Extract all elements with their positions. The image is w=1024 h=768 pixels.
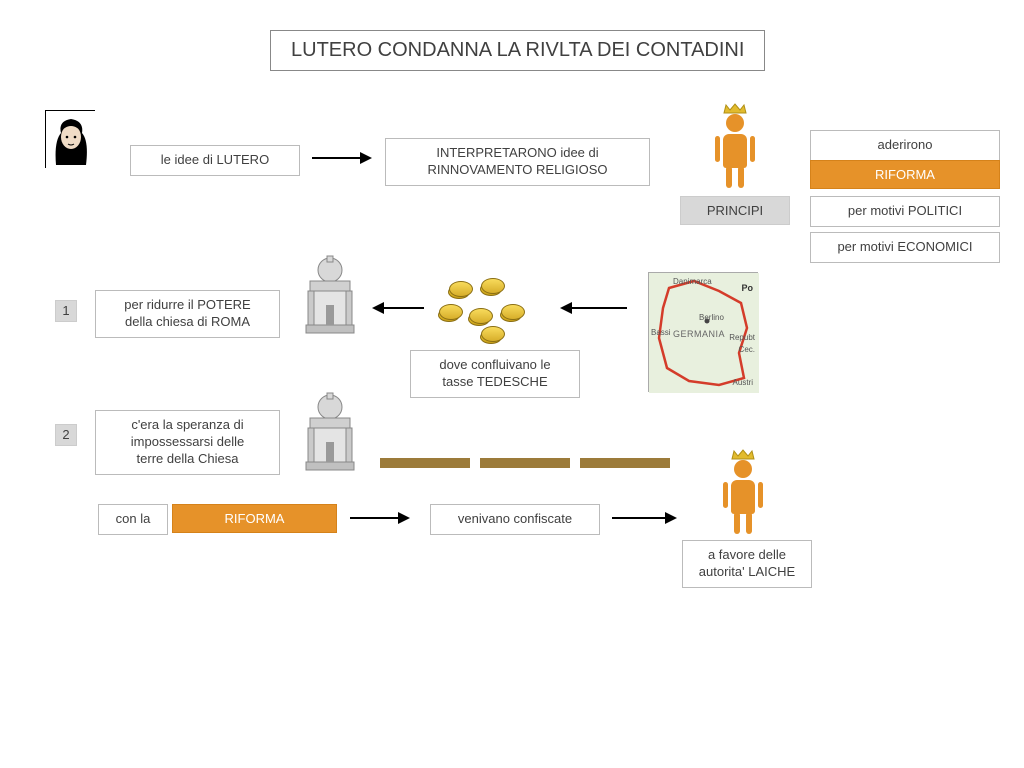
point1-box: per ridurre il POTERE della chiesa di RO… bbox=[95, 290, 280, 338]
map-label-rep: Repubt bbox=[729, 333, 755, 342]
economic-box: per motivi ECONOMICI bbox=[810, 232, 1000, 263]
map-label-dk: Danimarca bbox=[673, 277, 712, 286]
arrow-4 bbox=[350, 517, 400, 519]
land-bar-3 bbox=[580, 458, 670, 468]
land-bar-1 bbox=[380, 458, 470, 468]
arrow-2 bbox=[384, 307, 424, 309]
prince-icon-1 bbox=[710, 102, 760, 192]
church-icon-1 bbox=[300, 255, 360, 335]
with-box: con la bbox=[98, 504, 168, 535]
num-2: 2 bbox=[55, 424, 77, 446]
point2-box: c'era la speranza di impossessarsi delle… bbox=[95, 410, 280, 475]
arrow-5-head bbox=[665, 512, 677, 524]
num-1: 1 bbox=[55, 300, 77, 322]
map-label-berlin: Berlino bbox=[699, 313, 724, 322]
lay-box: a favore delle autorita' LAICHE bbox=[682, 540, 812, 588]
princes-label: PRINCIPI bbox=[680, 196, 790, 225]
map-germany: Danimarca Po Berlino Bassi Repubt Cec. A… bbox=[648, 272, 758, 392]
confiscated-box: venivano confiscate bbox=[430, 504, 600, 535]
adhered-box: aderirono bbox=[810, 130, 1000, 161]
ideas-box: le idee di LUTERO bbox=[130, 145, 300, 176]
arrow-1 bbox=[312, 157, 362, 159]
page-title: LUTERO CONDANNA LA RIVLTA DEI CONTADINI bbox=[270, 30, 765, 71]
interpret-box: INTERPRETARONO idee di RINNOVAMENTO RELI… bbox=[385, 138, 650, 186]
luther-portrait bbox=[45, 110, 95, 168]
map-label-aust: Austri bbox=[733, 378, 753, 387]
arrow-3-head bbox=[560, 302, 572, 314]
arrow-3 bbox=[572, 307, 627, 309]
prince-icon-2 bbox=[718, 448, 768, 538]
map-label-po: Po bbox=[741, 283, 753, 293]
land-bar-2 bbox=[480, 458, 570, 468]
reform-box-1: RIFORMA bbox=[810, 160, 1000, 189]
arrow-2-head bbox=[372, 302, 384, 314]
map-label-cec: Cec. bbox=[739, 345, 755, 354]
arrow-1-head bbox=[360, 152, 372, 164]
taxes-box: dove confluivano le tasse TEDESCHE bbox=[410, 350, 580, 398]
arrow-4-head bbox=[398, 512, 410, 524]
map-label-germany: GERMANIA bbox=[673, 329, 725, 339]
political-box: per motivi POLITICI bbox=[810, 196, 1000, 227]
reform-box-2: RIFORMA bbox=[172, 504, 337, 533]
arrow-5 bbox=[612, 517, 667, 519]
church-icon-2 bbox=[300, 392, 360, 472]
map-label-bassi: Bassi bbox=[651, 328, 671, 337]
